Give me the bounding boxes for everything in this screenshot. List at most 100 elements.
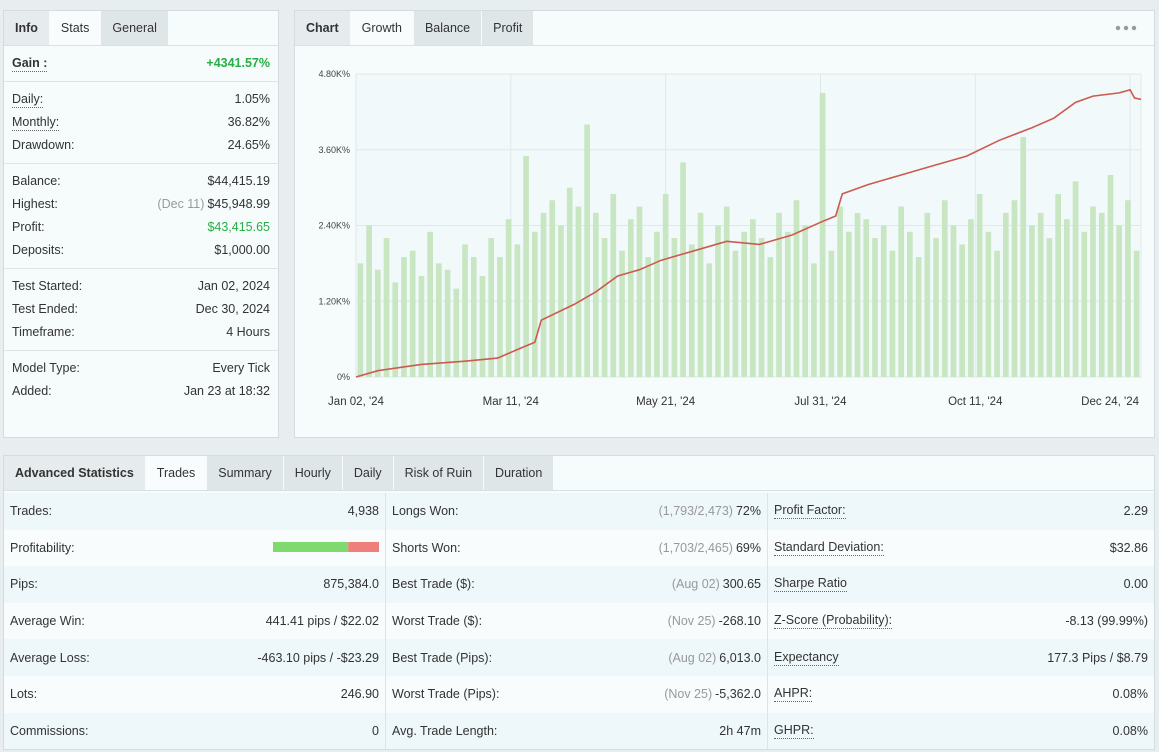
menu-icon[interactable] [1114, 23, 1138, 33]
tab[interactable]: Duration [484, 456, 555, 490]
bar [845, 231, 852, 377]
tab[interactable]: Balance [413, 11, 483, 45]
tab[interactable]: Summary [207, 456, 284, 490]
profitability-segment [273, 541, 349, 552]
bar [819, 92, 826, 377]
trades-cell: Shorts Won: (1,703/2,465) 69% [386, 529, 768, 567]
bar [549, 200, 556, 377]
bar [392, 282, 399, 377]
bar [462, 244, 468, 377]
growth-line [355, 88, 1142, 378]
trades-cell: Best Trade ($): (Aug 02) 300.65 [386, 566, 768, 603]
bar [645, 257, 652, 377]
bar [802, 225, 809, 377]
trades-value-wrap: 2.29 [1124, 504, 1148, 518]
trades-value-wrap: $32.86 [1110, 541, 1148, 555]
chart: 0% 1.20K% 2.40K% 3.60K% 4.80K% Jan 02, '24 Mar… [318, 69, 1142, 408]
stats-group: Model Type: Every Tick Added: Jan 23 at 18:… [4, 351, 278, 409]
stats-row: Daily: 1.05% [12, 88, 270, 111]
tab[interactable]: Info [4, 11, 50, 45]
trades-cell: Pips: 875,384.0 [4, 566, 386, 603]
trades-value-wrap: -463.10 pips / -$23.29 [257, 651, 379, 665]
trades-value: 177.3 Pips / $8.79 [1047, 650, 1148, 665]
tab[interactable]: Chart [295, 11, 351, 45]
trades-cell: Trades: 4,938 [4, 493, 386, 530]
stats-value-wrap: Dec 30, 2024 [196, 298, 270, 321]
tab[interactable]: General [101, 11, 169, 45]
x-tick-label: Dec 24, '24 [1081, 396, 1139, 408]
tab[interactable]: Stats [49, 11, 102, 45]
trades-value: 300.65 [722, 577, 761, 592]
trades-value: 2h 47m [719, 723, 761, 738]
trades-note: (1,703/2,465) [658, 540, 733, 555]
bar [784, 231, 791, 377]
bar [1020, 137, 1027, 377]
bar [880, 225, 887, 377]
trades-label: Avg. Trade Length: [392, 723, 498, 738]
stats-label: Added: [12, 384, 52, 398]
bar [514, 244, 521, 377]
stats-value-wrap: +4341.57% [206, 52, 270, 75]
bar [1002, 212, 1009, 377]
trades-row: Pips: 875,384.0 Best Trade ($): (Aug 02) 300… [4, 566, 1154, 603]
y-tick-label: 3.60K% [318, 145, 350, 155]
trades-cell: GHPR: 0.08% [768, 713, 1154, 750]
stats-panel: Info Stats General Gain : +4341.57% Daily: 1.0… [3, 10, 279, 438]
stats-row: Monthly: 36.82% [12, 111, 270, 134]
bar [1064, 219, 1070, 377]
tab[interactable]: Daily [342, 456, 394, 490]
stats-value: Every Tick [212, 361, 270, 375]
trades-note: (Aug 02) [671, 577, 720, 592]
trades-value-wrap: 246.90 [341, 687, 379, 701]
tab[interactable]: Trades [145, 456, 208, 490]
trades-row: Profitability: Shorts Won: (1,703/2,465) 69… [4, 529, 1154, 567]
trades-cell: Average Loss: -463.10 pips / -$23.29 [4, 639, 386, 676]
bar [418, 276, 425, 377]
trades-value-wrap: 875,384.0 [323, 577, 379, 591]
bar [837, 206, 843, 377]
stats-label: Gain : [12, 55, 48, 72]
tab[interactable]: Profit [482, 11, 535, 45]
bar [627, 219, 634, 377]
bar [941, 200, 948, 377]
bar [401, 257, 407, 377]
tab[interactable]: Hourly [283, 456, 343, 490]
trades-value: -268.10 [718, 614, 761, 629]
trades-value: -8.13 (99.99%) [1065, 614, 1148, 629]
stats-value: 24.65% [227, 138, 270, 152]
trades-value: 0.08% [1112, 723, 1148, 738]
trades-label: Profit Factor: [774, 503, 846, 520]
tab[interactable]: Advanced Statistics [4, 456, 146, 490]
stats-value: $1,000.00 [214, 243, 270, 257]
trades-value-wrap: (Aug 02) 300.65 [672, 577, 761, 591]
stats-value: $44,415.19 [207, 174, 270, 188]
bar [1098, 212, 1105, 377]
bar [619, 250, 625, 377]
trades-value-wrap: 0.00 [1124, 577, 1148, 591]
bar [715, 225, 721, 377]
bar [1055, 193, 1061, 377]
trades-label: Pips: [10, 577, 38, 592]
stats-label: Test Ended: [12, 302, 79, 316]
trades-label: Longs Won: [392, 504, 459, 519]
chart-panel: Chart Growth Balance Profit 0% 1.20K% 2.40K% 3.… [294, 10, 1155, 438]
stats-value-wrap: 36.82% [228, 111, 270, 134]
trades-cell: Z-Score (Probability): -8.13 (99.99%) [768, 603, 1154, 640]
trades-value: 72% [735, 504, 761, 519]
bar [872, 238, 878, 377]
trades-value: -5,362.0 [715, 687, 761, 702]
trades-cell: Worst Trade (Pips): (Nov 25) -5,362.0 [386, 675, 768, 713]
trades-label: Trades: [10, 504, 52, 519]
bar [444, 269, 451, 377]
stats-value-wrap: $1,000.00 [214, 239, 270, 262]
bar [1011, 200, 1018, 377]
trades-value: 0 [372, 723, 379, 738]
tab[interactable]: Risk of Ruin [393, 456, 485, 490]
trades-value-wrap: (1,793/2,473) 72% [659, 504, 761, 518]
trades-value-wrap: (Aug 02) 6,013.0 [668, 651, 761, 665]
stats-group: Daily: 1.05% Monthly: 36.82% Drawdown: 24.65% [4, 82, 278, 164]
tab[interactable]: Growth [350, 11, 414, 45]
trades-label: GHPR: [774, 722, 814, 739]
x-tick-label: Jan 02, '24 [328, 396, 385, 408]
bar [1046, 238, 1053, 377]
